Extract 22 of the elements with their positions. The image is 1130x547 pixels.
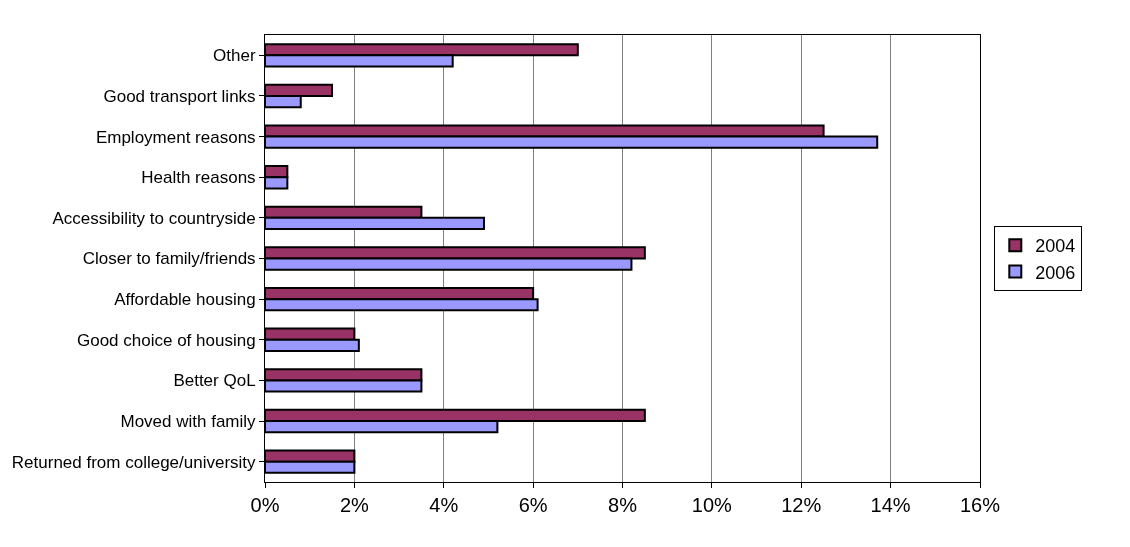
y-tick-label: Affordable housing	[114, 290, 256, 310]
x-tick-label: 14%	[870, 494, 911, 516]
x-tick-label: 12%	[781, 494, 822, 516]
y-tick-label: Accessibility to countryside	[52, 208, 256, 228]
x-tick-label: 8%	[608, 494, 638, 516]
legend-label: 2004	[1035, 236, 1076, 257]
y-tick-label: Other	[213, 46, 256, 66]
x-tick-label: 10%	[691, 494, 733, 516]
y-tick-label: Closer to family/friends	[82, 249, 256, 269]
x-tick-label: 16%	[959, 494, 1001, 516]
legend-label: 2006	[1035, 262, 1076, 283]
y-tick-label: Good choice of housing	[76, 330, 256, 350]
y-tick-label: Health reasons	[141, 168, 256, 188]
y-tick-label: Better QoL	[173, 371, 256, 391]
x-tick-label: 0%	[250, 494, 280, 516]
x-tick-label: 4%	[429, 494, 459, 516]
y-tick-label: Employment reasons	[95, 127, 256, 147]
x-tick-label: 2%	[339, 494, 370, 516]
x-tick-label: 6%	[518, 494, 548, 516]
y-tick-label: Returned from college/university	[11, 452, 257, 472]
y-tick-label: Good transport links	[103, 86, 256, 106]
y-tick-label: Moved with family	[120, 412, 257, 431]
